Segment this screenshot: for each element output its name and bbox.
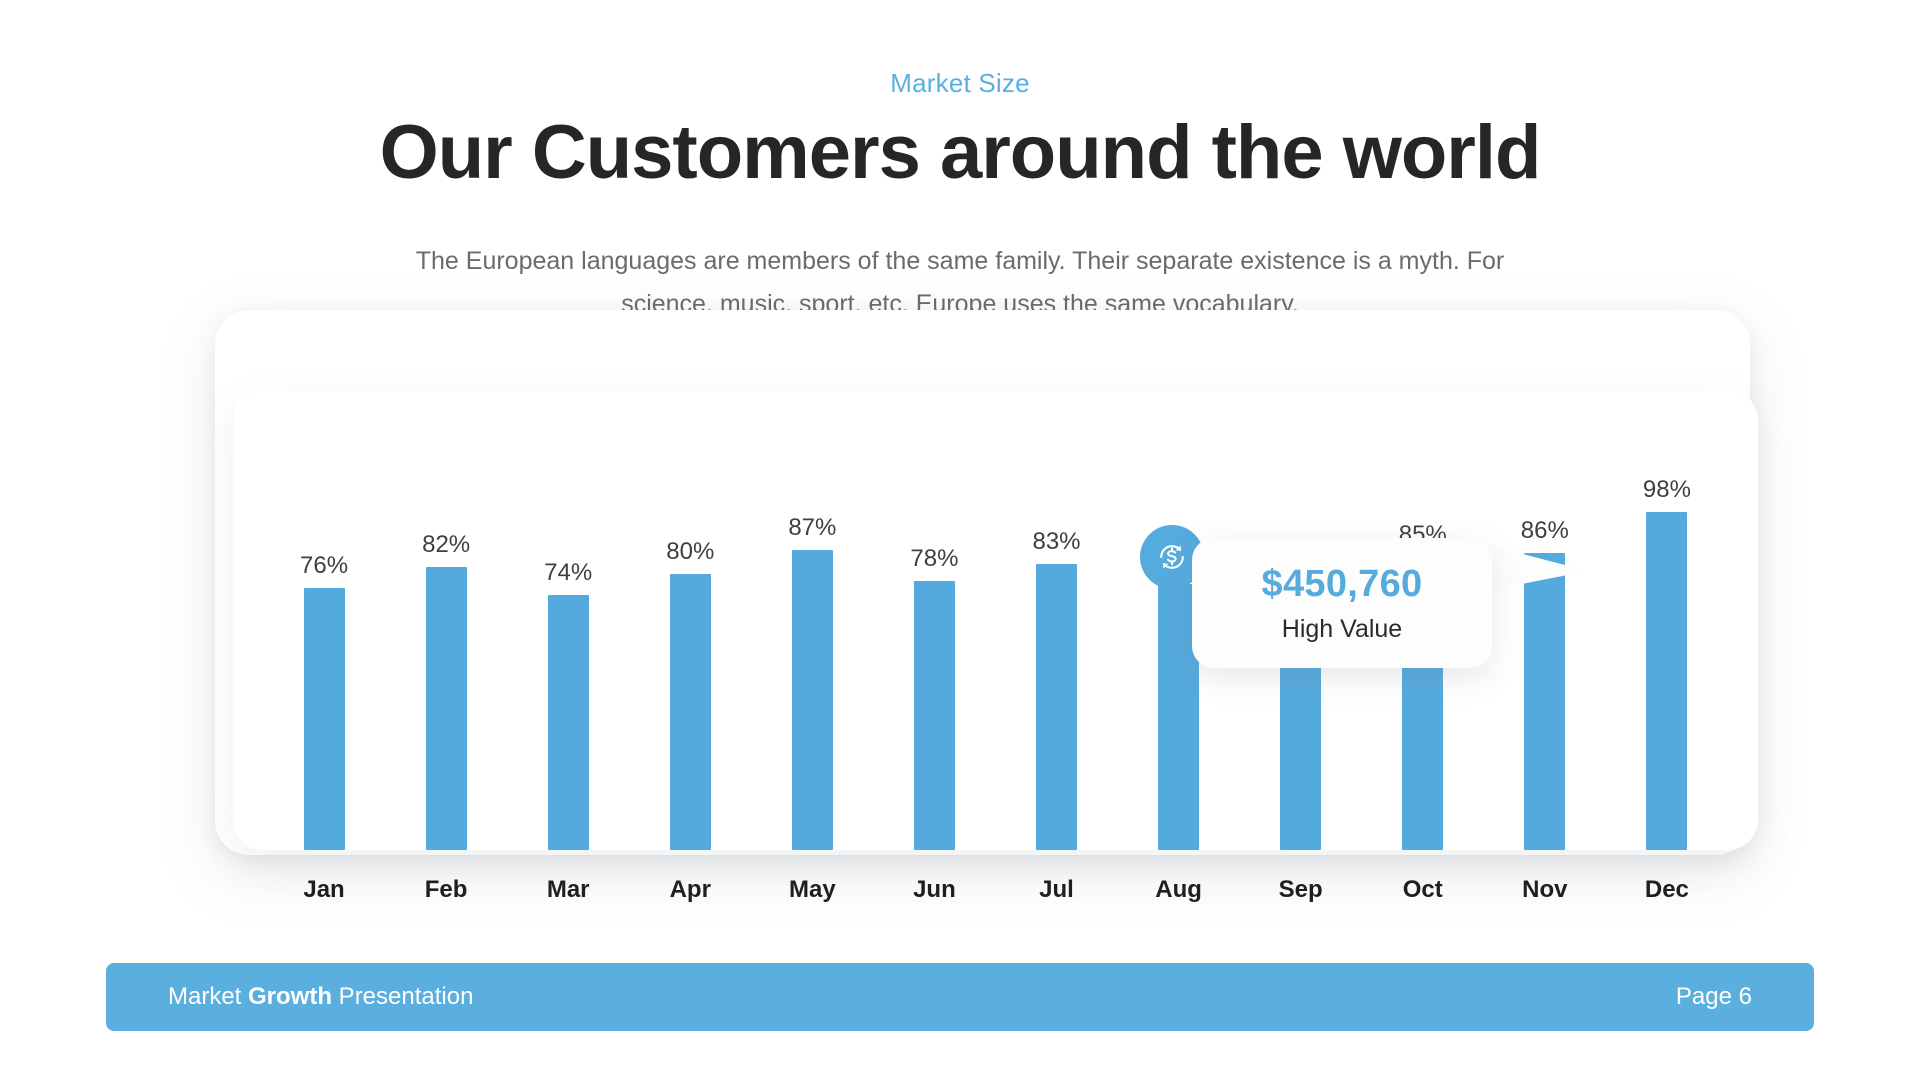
bar[interactable]: [1036, 563, 1077, 850]
bar-value-label: 74%: [544, 558, 593, 586]
bar-column[interactable]: 98% Dec: [1606, 390, 1728, 903]
bar-value-label: 87%: [788, 513, 837, 541]
slide-eyebrow: Market Size: [890, 68, 1030, 98]
bar[interactable]: [425, 567, 467, 850]
bar-value-label: 78%: [910, 544, 959, 572]
bar-category-label: Nov: [1522, 876, 1568, 903]
bar-category-label: Aug: [1155, 876, 1202, 903]
slide-footer: Market Growth Presentation Page 6: [106, 963, 1814, 1031]
bar[interactable]: [669, 574, 711, 850]
footer-brand-prefix: Market: [168, 983, 249, 1010]
bar-value-label: 86%: [1520, 517, 1569, 545]
footer-brand: Market Growth Presentation: [168, 983, 473, 1011]
bar[interactable]: [913, 580, 955, 850]
bar-column[interactable]: 76% Jan: [263, 390, 385, 903]
chart-card: [233, 390, 1758, 850]
bar-series: 76% Jan 82% Feb 74% Mar 80% Apr 87% May 78% Jun 83% J…: [263, 390, 1728, 903]
bar-chart: 76% Jan 82% Feb 74% Mar 80% Apr 87% May 78% Jun 83% J…: [233, 390, 1758, 903]
page-title: Our Customers around the world: [379, 110, 1542, 195]
value-callout[interactable]: $450,760 High Value: [1140, 525, 1588, 670]
bar-value-label: 82%: [422, 531, 471, 559]
footer-brand-suffix: Presentation: [332, 983, 474, 1010]
bar-column[interactable]: 78% Jun: [873, 390, 995, 903]
callout-amount: $450,760: [1261, 562, 1423, 605]
bar-category-label: Jul: [1039, 876, 1074, 903]
bar-category-label: Sep: [1278, 876, 1323, 903]
bar[interactable]: [1646, 511, 1688, 850]
slide-subtitle: The European languages are members of th…: [415, 247, 1505, 318]
bar-category-label: May: [789, 876, 836, 903]
bar-category-label: Dec: [1644, 876, 1689, 903]
bar-category-label: Oct: [1402, 876, 1443, 903]
bar-value-label: 76%: [300, 551, 349, 579]
bar-category-label: Jan: [303, 876, 345, 903]
callout-pin-stem: [1162, 579, 1182, 655]
callout-box: $450,760 High Value: [1192, 538, 1492, 668]
bar-column[interactable]: 74% Mar: [507, 390, 629, 903]
bar-category-label: Mar: [546, 876, 590, 903]
bar-category-label: Apr: [669, 876, 711, 903]
bar-value-label: 98%: [1642, 475, 1691, 503]
bar[interactable]: [791, 549, 833, 850]
bar[interactable]: [1524, 553, 1566, 850]
bar[interactable]: [303, 587, 345, 850]
bar-value-label: 83%: [1032, 527, 1081, 555]
bar-column[interactable]: 83% Jul: [995, 390, 1117, 903]
callout-caption: High Value: [1281, 614, 1403, 643]
bar-column[interactable]: 82% Feb: [385, 390, 507, 903]
footer-brand-bold: Growth: [248, 983, 333, 1010]
bar[interactable]: [547, 594, 589, 850]
bar-value-label: 80%: [666, 538, 715, 565]
page-number: Page 6: [1675, 983, 1752, 1010]
bar-column[interactable]: 87% May: [751, 390, 873, 903]
bar-column[interactable]: 86% Nov: [1484, 390, 1606, 903]
bar-category-label: Feb: [424, 876, 468, 903]
callout-tail: [1480, 543, 1588, 591]
bar-category-label: Jun: [913, 876, 956, 903]
bar-column[interactable]: 80% Apr: [629, 390, 751, 903]
